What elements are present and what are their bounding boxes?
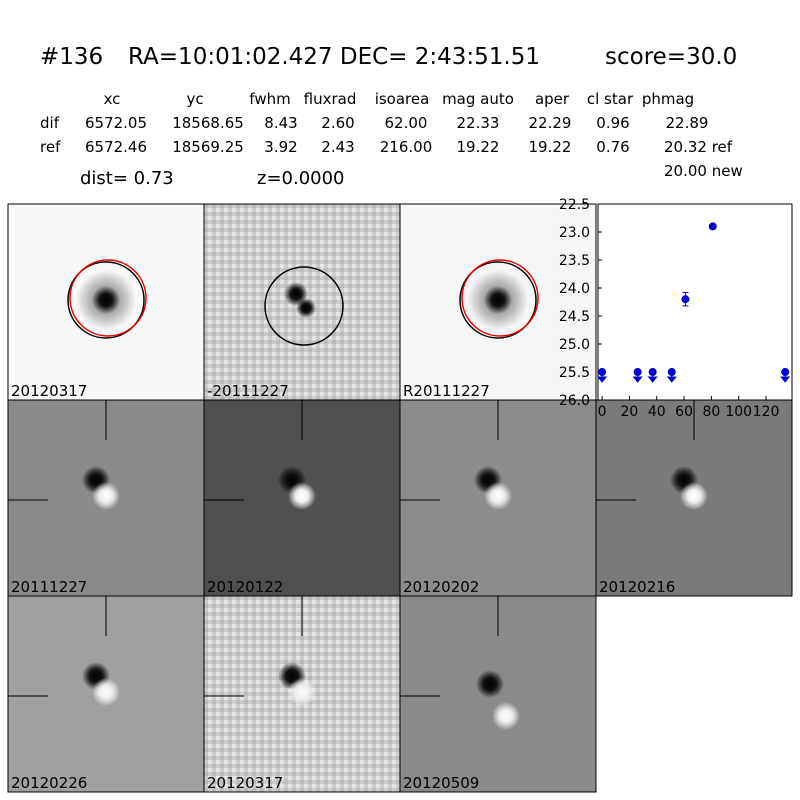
plot-area xyxy=(597,203,793,401)
stamp-label: 20120509 xyxy=(403,774,479,792)
stamp: 20120122 xyxy=(203,399,401,597)
stamp: R20111227 xyxy=(399,203,597,401)
x-tick-label: 20 xyxy=(621,404,639,420)
stamp-label: 20120317 xyxy=(11,382,87,400)
stamp: -20111227 xyxy=(203,203,401,401)
table-cell: 2.43 xyxy=(321,138,354,156)
column-header: yc xyxy=(186,90,203,108)
light-lobe xyxy=(288,678,316,706)
source xyxy=(484,286,512,314)
table-cell: 22.89 xyxy=(666,114,709,132)
limit-arrow xyxy=(666,372,677,383)
column-header: isoarea xyxy=(375,90,430,108)
table-cell: 0.76 xyxy=(596,138,629,156)
column-header: aper xyxy=(535,90,570,108)
aperture xyxy=(459,261,537,339)
limit-arrow xyxy=(780,372,791,383)
x-tick-label: 40 xyxy=(648,404,666,420)
stamp: 20120317 xyxy=(203,595,401,793)
table-cell: 6572.46 xyxy=(85,138,147,156)
light-lobe xyxy=(680,482,708,510)
score: score=30.0 xyxy=(605,44,737,70)
stamp: 20120317 xyxy=(7,203,205,401)
redshift: z=0.0000 xyxy=(257,168,345,189)
table-cell: 216.00 xyxy=(380,138,433,156)
limit-arrow xyxy=(597,372,608,383)
detection xyxy=(708,222,717,231)
stamp-label: 20111227 xyxy=(11,578,87,596)
limit-arrow xyxy=(647,372,658,383)
source xyxy=(92,286,120,314)
stamp-label: R20111227 xyxy=(403,382,490,400)
y-tick-label: 23.5 xyxy=(559,253,590,269)
aperture-ref xyxy=(461,259,539,337)
table-cell: 19.22 xyxy=(529,138,572,156)
y-tick-label: 25.5 xyxy=(559,365,590,381)
y-tick-label: 25.0 xyxy=(559,337,590,353)
table-cell: 19.22 xyxy=(457,138,500,156)
stamp-label: 20120216 xyxy=(599,578,675,596)
x-tick-label: 120 xyxy=(753,404,780,420)
coordinates: RA=10:01:02.427 DEC= 2:43:51.51 xyxy=(128,44,540,70)
light-lobe xyxy=(484,482,512,510)
table-cell: 3.92 xyxy=(264,138,297,156)
y-tick-label: 26.0 xyxy=(559,393,590,409)
stamp-label: 20120202 xyxy=(403,578,479,596)
table-cell: 2.60 xyxy=(321,114,354,132)
x-tick-label: 80 xyxy=(702,404,720,420)
table-cell: 22.29 xyxy=(529,114,572,132)
column-header: fluxrad xyxy=(304,90,357,108)
y-tick-label: 23.0 xyxy=(559,225,590,241)
column-header: mag auto xyxy=(442,90,514,108)
column-header: xc xyxy=(104,90,121,108)
table-cell: 20.32 ref xyxy=(664,138,733,156)
y-tick-label: 24.5 xyxy=(559,309,590,325)
stamp-label: 20120122 xyxy=(207,578,283,596)
table-cell: 0.96 xyxy=(596,114,629,132)
light-lobe xyxy=(476,670,504,698)
phmag-new: 20.00 new xyxy=(664,162,743,180)
row-label: ref xyxy=(40,138,61,156)
column-header: cl star xyxy=(587,90,634,108)
table-cell: 62.00 xyxy=(385,114,428,132)
column-header: fwhm xyxy=(249,90,290,108)
stamp-label: 20120226 xyxy=(11,774,87,792)
column-header: phmag xyxy=(642,90,694,108)
stamp: 20120226 xyxy=(7,595,205,793)
stamp: 20120202 xyxy=(399,399,597,597)
stamp-label: -20111227 xyxy=(207,382,289,400)
stamp: 20120509 xyxy=(399,595,597,793)
stamp-label: 20120317 xyxy=(207,774,283,792)
table-cell: 18568.65 xyxy=(172,114,244,132)
y-tick-label: 22.5 xyxy=(559,197,590,213)
dist: dist= 0.73 xyxy=(80,168,174,189)
candidate-id: #136 xyxy=(40,44,103,70)
limit-arrow xyxy=(632,372,643,383)
table-cell: 6572.05 xyxy=(85,114,147,132)
aperture xyxy=(67,261,145,339)
row-label: dif xyxy=(40,114,60,132)
x-tick-label: 60 xyxy=(675,404,693,420)
light-lobe xyxy=(288,482,316,510)
aperture xyxy=(264,266,344,346)
dark-lobe xyxy=(492,702,520,730)
light-lobe xyxy=(92,482,120,510)
aperture-ref xyxy=(69,259,147,337)
stamp: 20120216 xyxy=(595,399,793,597)
light-lobe xyxy=(92,678,120,706)
table-cell: 18569.25 xyxy=(172,138,244,156)
x-tick-label: 0 xyxy=(598,404,607,420)
y-tick-label: 24.0 xyxy=(559,281,590,297)
stamp: 20111227 xyxy=(7,399,205,597)
table-cell: 22.33 xyxy=(457,114,500,132)
source xyxy=(296,298,316,318)
detection xyxy=(681,295,690,304)
x-tick-label: 100 xyxy=(725,404,752,420)
table-cell: 8.43 xyxy=(264,114,297,132)
